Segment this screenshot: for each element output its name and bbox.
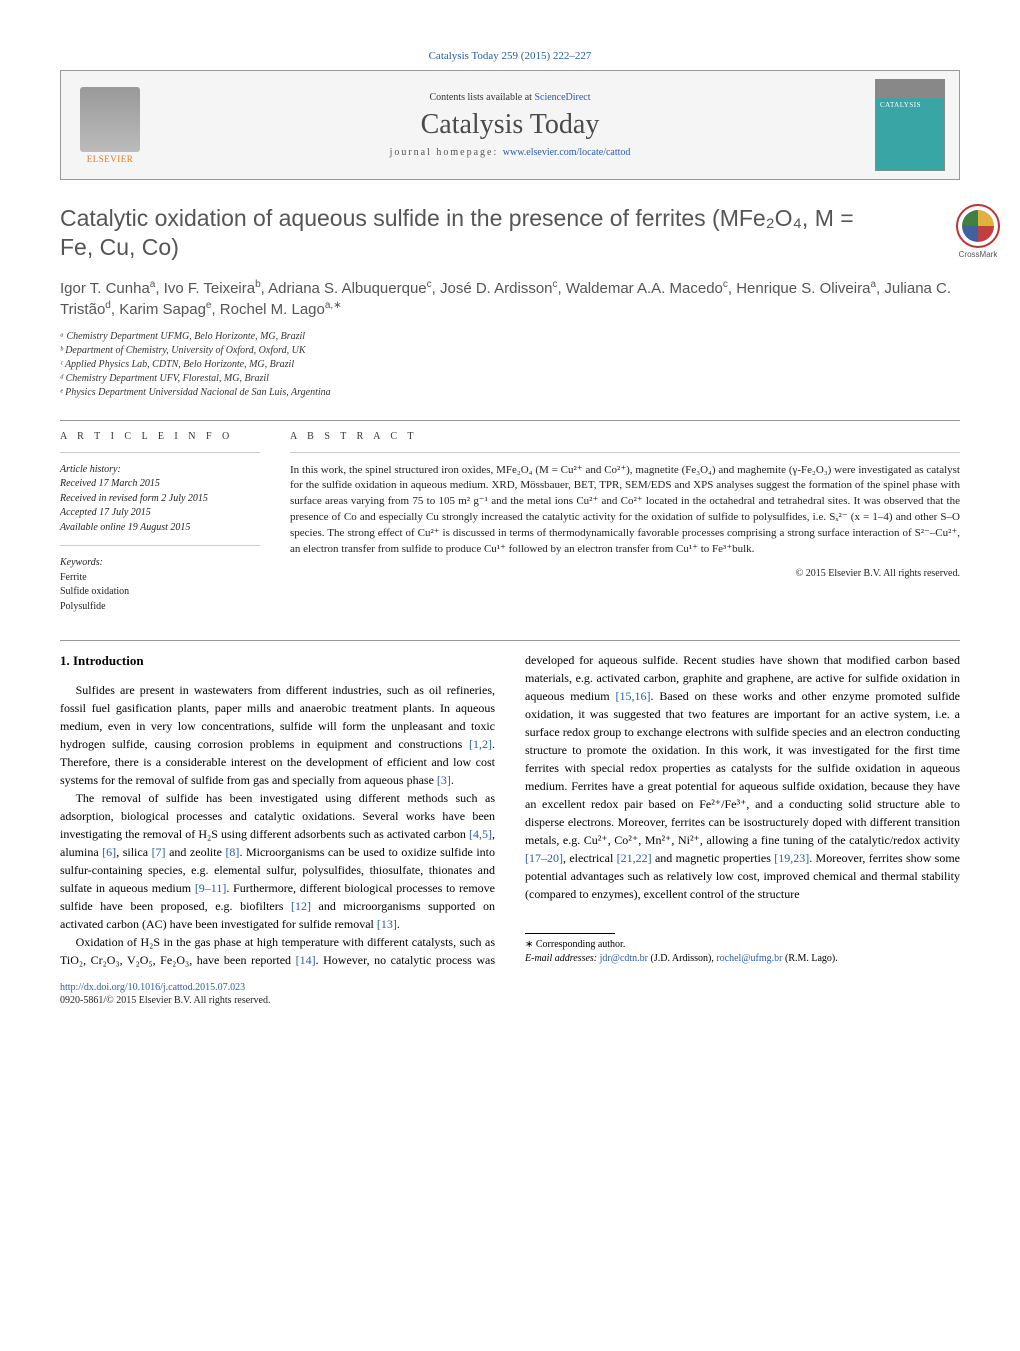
history-accepted: Accepted 17 July 2015 [60,506,260,521]
abstract-text: In this work, the spinel structured iron… [290,463,960,559]
citation-link[interactable]: [21,22] [617,851,652,865]
sciencedirect-link[interactable]: ScienceDirect [534,92,590,103]
contents-list-line: Contents lists available at ScienceDirec… [145,92,875,103]
citation-link[interactable]: [8] [225,845,239,859]
article-history: Article history: Received 17 March 2015 … [60,463,260,536]
crossmark-icon [956,204,1000,248]
journal-reference: Catalysis Today 259 (2015) 222–227 [60,50,960,62]
crossmark-label: CrossMark [959,250,998,260]
email-link[interactable]: jdr@cdtn.br [600,953,648,964]
contents-prefix: Contents lists available at [429,92,534,103]
citation-link[interactable]: [14] [296,953,316,967]
history-received: Received 17 March 2015 [60,477,260,492]
citation-link[interactable]: [17–20] [525,851,563,865]
citation-link[interactable]: [6] [102,845,116,859]
cover-title: CATALYSIS [876,98,944,112]
section-heading: 1. Introduction [60,651,495,671]
page-footer: http://dx.doi.org/10.1016/j.cattod.2015.… [60,981,960,1007]
journal-cover-thumbnail: CATALYSIS [875,79,945,171]
keywords-label: Keywords: [60,556,260,571]
divider [60,452,260,453]
elsevier-name: ELSEVIER [87,154,134,164]
journal-title: Catalysis Today [145,109,875,141]
keyword: Ferrite [60,571,260,586]
article-body: 1. Introduction Sulfides are present in … [60,651,960,969]
history-revised: Received in revised form 2 July 2015 [60,492,260,507]
history-online: Available online 19 August 2015 [60,521,260,536]
footnotes: ∗ Corresponding author. E-mail addresses… [525,938,960,966]
affiliations: ᵃ Chemistry Department UFMG, Belo Horizo… [60,330,960,400]
body-para: The removal of sulfide has been investig… [60,789,495,933]
keyword: Sulfide oxidation [60,585,260,600]
footnote-separator [525,933,615,934]
divider [290,452,960,453]
history-label: Article history: [60,463,260,478]
homepage-prefix: journal homepage: [390,147,503,158]
email-addresses: E-mail addresses: jdr@cdtn.br (J.D. Ardi… [525,952,960,966]
abstract-copyright: © 2015 Elsevier B.V. All rights reserved… [290,568,960,579]
citation-link[interactable]: [9–11] [195,881,227,895]
citation-link[interactable]: [3] [437,773,451,787]
email-link[interactable]: rochel@ufmg.br [716,953,782,964]
citation-link[interactable]: [4,5] [469,827,492,841]
citation-link[interactable]: [1,2] [469,737,492,751]
body-para: Sulfides are present in wastewaters from… [60,681,495,789]
corresponding-author-note: ∗ Corresponding author. [525,938,960,952]
elsevier-tree-icon [80,87,140,152]
elsevier-logo: ELSEVIER [75,87,145,164]
homepage-line: journal homepage: www.elsevier.com/locat… [145,147,875,158]
abstract-label: a b s t r a c t [290,431,960,442]
article-title-text: Catalytic oxidation of aqueous sulfide i… [60,205,854,260]
homepage-link[interactable]: www.elsevier.com/locate/cattod [503,147,631,158]
article-title: Catalytic oxidation of aqueous sulfide i… [60,204,960,262]
journal-header-box: ELSEVIER Contents lists available at Sci… [60,70,960,180]
issn-copyright: 0920-5861/© 2015 Elsevier B.V. All right… [60,995,270,1006]
citation-link[interactable]: [13] [377,917,397,931]
keywords-block: Keywords: FerriteSulfide oxidationPolysu… [60,556,260,614]
citation-link[interactable]: [15,16] [615,689,650,703]
divider [60,640,960,641]
citation-link[interactable]: [19,23] [774,851,809,865]
divider [60,545,260,546]
crossmark-badge[interactable]: CrossMark [956,204,1000,260]
citation-link[interactable]: [12] [291,899,311,913]
doi-link[interactable]: http://dx.doi.org/10.1016/j.cattod.2015.… [60,982,245,993]
article-info-label: a r t i c l e i n f o [60,431,260,442]
divider [60,420,960,421]
keyword: Polysulfide [60,600,260,615]
authors: Igor T. Cunhaa, Ivo F. Teixeirab, Adrian… [60,278,960,320]
citation-link[interactable]: [7] [152,845,166,859]
